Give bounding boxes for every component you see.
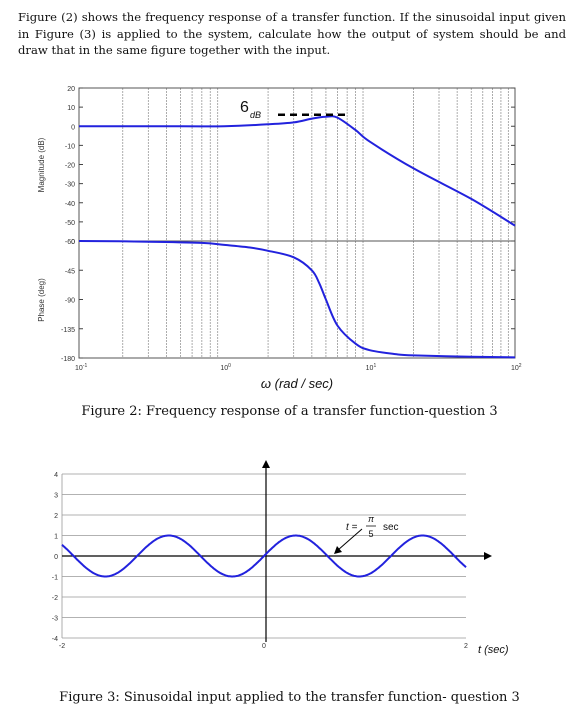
y-tick-label: -3 bbox=[52, 616, 58, 623]
x-tick-label: 2 bbox=[464, 643, 468, 650]
annotation-prefix: t = bbox=[346, 522, 358, 533]
phase-y-ticks: 0 -45 -90 -135 -180 bbox=[61, 239, 515, 363]
x-axis-arrow bbox=[484, 552, 492, 560]
y-tick-label: -30 bbox=[65, 182, 75, 189]
y-tick-label: -90 bbox=[65, 298, 75, 305]
y-tick-label: -1 bbox=[52, 575, 58, 582]
sinusoid-y-ticks: 4 3 2 1 0 -1 -2 -3 -4 bbox=[52, 472, 58, 643]
x-tick-label: 10-1 bbox=[75, 363, 87, 372]
bode-xlabel: ω (rad / sec) bbox=[261, 376, 333, 391]
y-tick-label: 10 bbox=[67, 105, 75, 112]
x-tick-exponent: 0 bbox=[228, 363, 231, 369]
x-tick-label: 101 bbox=[366, 363, 377, 372]
annotation-numerator: π bbox=[368, 514, 375, 524]
y-tick-label: -45 bbox=[65, 268, 75, 275]
x-tick-label: 102 bbox=[511, 363, 522, 372]
y-tick-label: 3 bbox=[54, 493, 58, 500]
figure3-caption: Figure 3: Sinusoidal input applied to th… bbox=[59, 690, 520, 705]
sinusoid-series-line bbox=[61, 534, 467, 578]
y-tick-label: -60 bbox=[65, 239, 75, 246]
y-tick-label: -135 bbox=[61, 327, 75, 334]
x-tick-exponent: -1 bbox=[83, 363, 88, 369]
magnitude-axes bbox=[78, 87, 516, 242]
peak-annotation-unit: dB bbox=[250, 110, 261, 120]
magnitude-ylabel: Magnitude (dB) bbox=[37, 137, 46, 192]
sinusoid-plot: 4 3 2 1 0 -1 -2 -3 -4 -2 0 2 t = π 5 sec t (sec) bbox=[52, 460, 509, 656]
figure2-caption: Figure 2: Frequency response of a transf… bbox=[81, 404, 498, 419]
x-tick-exponent: 2 bbox=[519, 363, 522, 369]
y-tick-label: 20 bbox=[67, 86, 75, 93]
y-tick-label: 4 bbox=[54, 472, 58, 479]
y-tick-label: -50 bbox=[65, 220, 75, 227]
phase-grid bbox=[122, 241, 509, 358]
annotation-unit: sec bbox=[383, 522, 399, 533]
annotation-denominator: 5 bbox=[368, 529, 373, 539]
phase-ylabel: Phase (deg) bbox=[37, 278, 46, 322]
y-tick-label: 0 bbox=[54, 554, 58, 561]
y-axis-arrow bbox=[262, 460, 270, 468]
y-tick-label: -4 bbox=[52, 636, 58, 643]
x-tick-label: -2 bbox=[59, 643, 65, 650]
x-tick-label: 100 bbox=[220, 363, 231, 372]
y-tick-label: -10 bbox=[65, 143, 75, 150]
y-tick-label: -2 bbox=[52, 595, 58, 602]
x-tick-label: 0 bbox=[262, 643, 266, 650]
sinusoid-xlabel: t (sec) bbox=[478, 644, 509, 656]
phase-series-line bbox=[78, 240, 516, 359]
sinusoid-x-ticks: -2 0 2 bbox=[59, 643, 468, 650]
peak-annotation-value: 6 bbox=[240, 99, 249, 116]
y-tick-label: 2 bbox=[54, 513, 58, 520]
magnitude-y-ticks: 20 10 0 -10 -20 -30 -40 -50 -60 bbox=[65, 86, 515, 246]
annotation-arrow-head bbox=[334, 546, 342, 554]
phase-x-ticks: 10-1 100 101 102 bbox=[75, 363, 522, 372]
x-tick-exponent: 1 bbox=[373, 363, 376, 369]
y-tick-label: 1 bbox=[54, 534, 58, 541]
y-tick-label: -40 bbox=[65, 201, 75, 208]
magnitude-series-line bbox=[79, 115, 516, 227]
y-tick-label: 0 bbox=[71, 124, 75, 131]
y-tick-label: -180 bbox=[61, 356, 75, 363]
annotation-arrow-line bbox=[337, 528, 363, 551]
magnitude-grid bbox=[122, 88, 509, 241]
problem-text: Figure (2) shows the frequency response … bbox=[18, 10, 566, 57]
y-tick-label: -20 bbox=[65, 163, 75, 170]
y-tick-label: 0 bbox=[71, 239, 75, 246]
